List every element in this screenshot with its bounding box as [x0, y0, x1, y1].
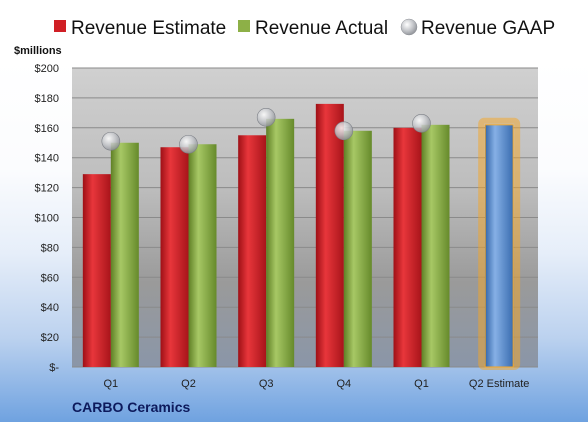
y-tick-label: $120: [35, 183, 59, 195]
legend-label-revenue-gaap: Revenue GAAP: [421, 18, 555, 39]
gaap-markers: [101, 108, 431, 154]
bar-revenue-actual: [343, 130, 372, 367]
y-tick-label: $-: [49, 362, 59, 374]
bar-revenue-estimate: [160, 147, 189, 367]
bar-revenue-estimate: [82, 174, 111, 367]
company-name: CARBO Ceramics: [72, 399, 190, 415]
y-tick-label: $20: [41, 332, 59, 344]
y-tick-label: $40: [41, 302, 59, 314]
bar-revenue-actual: [188, 144, 217, 367]
x-tick-label: Q2: [181, 378, 196, 390]
x-tick-label: Q3: [259, 378, 274, 390]
bar-revenue-estimate: [315, 103, 344, 367]
y-axis-ticks: $- $20 $40 $60 $80 $100 $120 $140 $160 $180 $200: [35, 63, 60, 374]
gaap-marker: [412, 114, 431, 133]
legend-swatch-revenue-estimate: [54, 20, 66, 32]
bar-revenue-actual: [421, 124, 450, 367]
gaap-marker: [256, 108, 276, 127]
bars: [82, 103, 521, 370]
grid-lines: [72, 67, 538, 368]
x-tick-label: Q2 Estimate: [469, 378, 530, 390]
gaap-marker: [101, 131, 121, 151]
legend-label-revenue-actual: Revenue Actual: [255, 18, 388, 39]
bar-q2-estimate: [484, 124, 514, 368]
y-tick-label: $100: [35, 213, 59, 225]
x-tick-label: Q1: [414, 378, 429, 390]
x-tick-label: Q1: [103, 378, 118, 390]
y-tick-label: $140: [35, 153, 59, 165]
legend-marker-revenue-gaap: [400, 18, 418, 36]
y-axis-unit-label: $millions: [14, 45, 62, 57]
legend-swatch-revenue-actual: [238, 20, 250, 32]
y-tick-label: $60: [41, 272, 59, 284]
bar-revenue-estimate: [393, 127, 422, 367]
y-tick-label: $200: [35, 63, 59, 75]
x-tick-label: Q4: [336, 378, 351, 390]
gaap-marker: [179, 134, 198, 154]
y-tick-label: $160: [35, 123, 59, 135]
gaap-marker: [334, 121, 354, 141]
legend-label-revenue-estimate: Revenue Estimate: [71, 18, 226, 39]
y-tick-label: $180: [35, 93, 59, 105]
x-axis-ticks: Q1 Q2 Q3 Q4 Q1 Q2 Estimate: [103, 378, 529, 390]
bar-revenue-estimate: [238, 135, 267, 367]
bar-revenue-actual: [266, 118, 295, 367]
y-tick-label: $80: [41, 242, 59, 254]
legend: Revenue Estimate Revenue Actual Revenue …: [54, 18, 555, 39]
bar-revenue-actual: [110, 142, 139, 367]
